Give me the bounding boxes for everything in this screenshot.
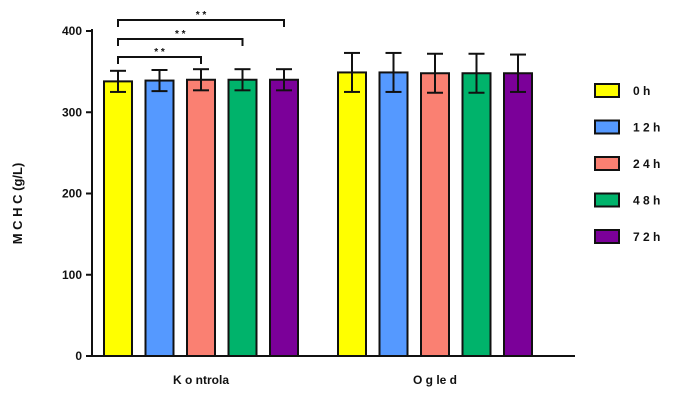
significance-bracket [117,56,202,64]
legend-swatch [594,156,620,171]
significance-label: * * [175,29,186,40]
legend-label: 4 8 h [633,194,660,208]
legend-swatch [594,119,620,135]
legend-swatch [594,192,620,208]
bar-kontrola-series-3 [227,78,258,357]
bar-ogled-series-4 [503,72,533,357]
significance-label: * * [196,10,207,21]
bar-ogled-series-3 [461,72,492,357]
significance-label: * * [154,47,165,58]
significance-bracket [117,38,244,46]
y-tick-label: 200 [62,187,82,201]
legend-swatch [594,229,620,244]
bar-kontrola-series-1 [144,79,175,357]
bar-kontrola-series-4 [269,78,299,357]
y-tick-label: 100 [62,268,82,282]
legend-label: 7 2 h [633,230,660,244]
bar-kontrola-series-0 [103,80,133,357]
y-tick-label: 0 [75,349,82,363]
bar-ogled-series-2 [420,72,450,357]
legend-label: 2 4 h [633,157,660,171]
bar-ogled-series-1 [378,71,409,357]
y-axis-label: M C H C (g/L) [10,163,25,245]
bar-ogled-series-0 [337,71,367,357]
legend-swatch [594,83,620,98]
legend-label: 0 h [633,84,650,98]
legend-label: 1 2 h [633,121,660,135]
x-category-label: O g le d [413,373,457,387]
x-category-label: K o ntrola [173,373,229,387]
significance-bracket [117,19,285,27]
bar-kontrola-series-2 [186,78,216,357]
y-tick-label: 300 [62,105,82,119]
y-tick-label: 400 [62,24,82,38]
